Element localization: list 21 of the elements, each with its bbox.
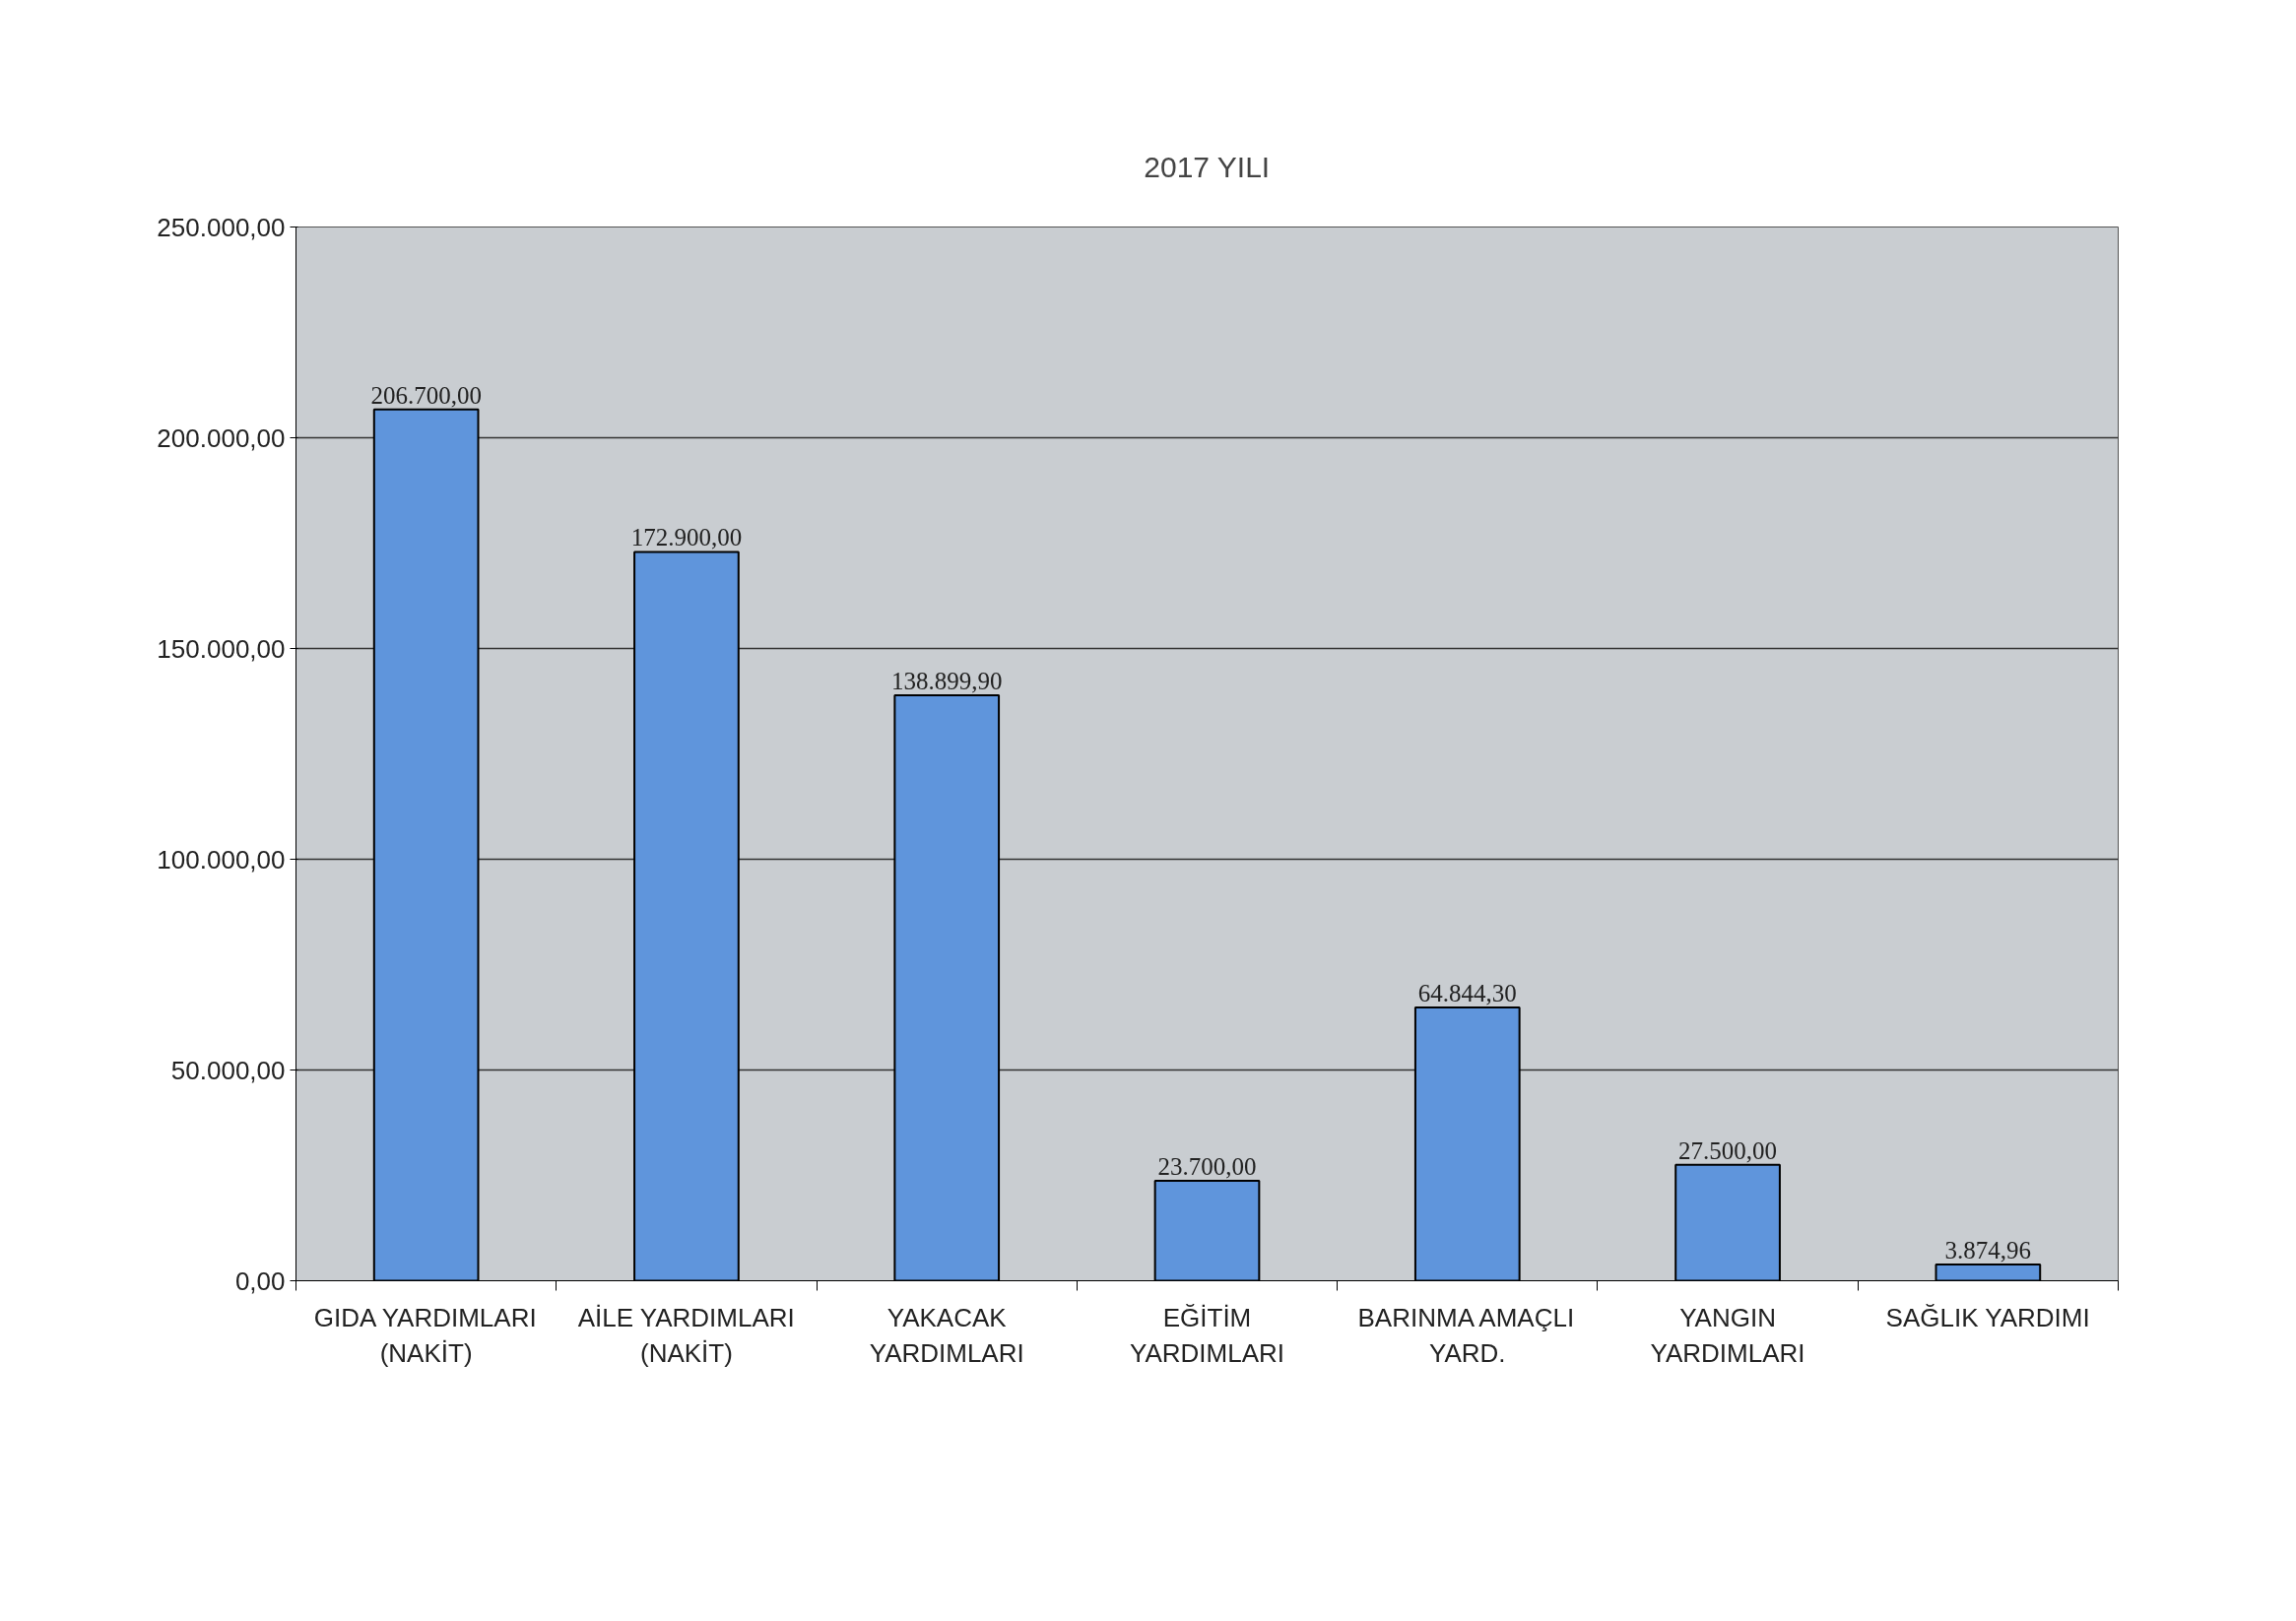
- data-label: 206.700,00: [370, 381, 482, 409]
- y-tick-label: 0,00: [234, 1265, 286, 1296]
- data-label: 64.844,30: [1417, 979, 1517, 1006]
- y-tick-label: 200.000,00: [157, 422, 286, 453]
- data-label: 23.700,00: [1157, 1153, 1257, 1181]
- data-label: 3.874,96: [1944, 1236, 2032, 1264]
- x-tick-label: AİLE YARDIMLARI (NAKİT): [577, 1302, 795, 1368]
- x-tick-label: SAĞLIK YARDIMI: [1885, 1302, 2090, 1332]
- data-label: 172.900,00: [630, 524, 743, 551]
- y-tick-label: 250.000,00: [157, 212, 286, 242]
- y-tick-label: 150.000,00: [157, 633, 286, 664]
- data-label: 27.500,00: [1678, 1136, 1778, 1164]
- x-tick-label: GIDA YARDIMLARI (NAKİT): [313, 1302, 537, 1368]
- y-tick-label: 100.000,00: [157, 844, 286, 875]
- chart-title: 2017 YILI: [1144, 150, 1271, 183]
- x-tick-label: YAKACAK YARDIMLARI: [869, 1302, 1024, 1368]
- y-tick-label: 50.000,00: [170, 1055, 286, 1085]
- x-tick-label: BARINMA AMAÇLI YARD.: [1357, 1302, 1575, 1368]
- x-tick-label: EĞİTİM YARDIMLARI: [1130, 1302, 1284, 1368]
- x-tick-label: YANGIN YARDIMLARI: [1650, 1302, 1805, 1368]
- data-label: 138.899,90: [890, 668, 1003, 695]
